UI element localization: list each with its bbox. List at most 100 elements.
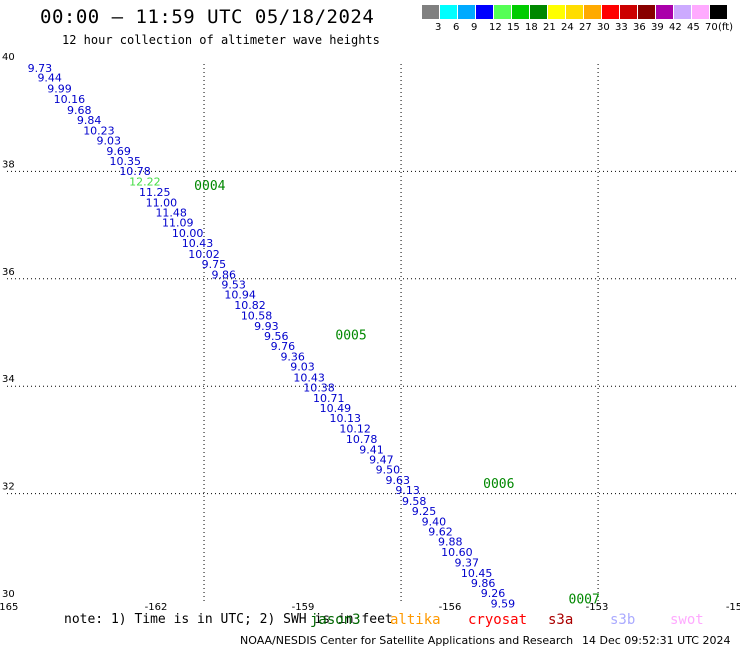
wave-height-label: 10.35 bbox=[109, 155, 141, 168]
color-scale-swatch bbox=[566, 5, 583, 19]
color-scale-swatch bbox=[692, 5, 709, 19]
wave-height-label: 11.00 bbox=[146, 196, 178, 209]
wave-height-label: 9.86 bbox=[471, 577, 496, 590]
y-tick-label: 34 bbox=[2, 374, 15, 385]
wave-height-label: 9.03 bbox=[97, 135, 122, 148]
color-scale-label: 33 bbox=[615, 22, 628, 33]
color-scale-label: 12 bbox=[489, 22, 502, 33]
y-tick-label: 32 bbox=[2, 482, 15, 493]
wave-height-label: 11.09 bbox=[162, 217, 194, 230]
wave-height-label: 9.58 bbox=[402, 495, 427, 508]
wave-height-label: 10.49 bbox=[320, 402, 352, 415]
x-tick-label: -153 bbox=[586, 602, 609, 613]
color-scale-label: 9 bbox=[471, 22, 478, 33]
color-scale-label: 42 bbox=[669, 22, 682, 33]
color-scale-swatch bbox=[458, 5, 475, 19]
wave-height-label: 9.68 bbox=[67, 104, 92, 117]
wave-height-label: 11.25 bbox=[139, 186, 171, 199]
wave-height-label: 9.86 bbox=[211, 268, 236, 281]
wave-height-label: 12.22 bbox=[129, 175, 161, 188]
color-scale-swatch bbox=[674, 5, 691, 19]
generated-timestamp: 14 Dec 09:52:31 UTC 2024 bbox=[582, 634, 731, 647]
color-scale-swatch bbox=[710, 5, 727, 19]
wave-height-label: 9.50 bbox=[376, 464, 401, 477]
chart-title: 00:00 – 11:59 UTC 05/18/2024 bbox=[40, 6, 375, 28]
color-scale-swatch bbox=[656, 5, 673, 19]
y-tick-label: 30 bbox=[2, 589, 15, 600]
wave-height-label: 9.36 bbox=[280, 350, 305, 363]
wave-height-label: 9.76 bbox=[271, 340, 296, 353]
wave-height-label: 9.40 bbox=[422, 515, 447, 528]
pass-time-label: 0005 bbox=[335, 328, 366, 343]
satellite-legend-item: s3b bbox=[610, 612, 636, 628]
color-scale-label: 21 bbox=[543, 22, 556, 33]
wave-height-label: 9.93 bbox=[254, 320, 279, 333]
color-scale-swatch bbox=[422, 5, 439, 19]
x-tick-label: -15 bbox=[726, 602, 740, 613]
color-scale-label: 45 bbox=[687, 22, 700, 33]
wave-height-label: 9.69 bbox=[106, 145, 131, 158]
satellite-legend-item: altika bbox=[390, 612, 441, 628]
color-scale-swatch bbox=[530, 5, 547, 19]
color-scale-label: 24 bbox=[561, 22, 574, 33]
color-scale-swatch bbox=[440, 5, 457, 19]
wave-height-label: 10.71 bbox=[313, 392, 345, 405]
wave-height-label: 9.03 bbox=[290, 361, 315, 374]
color-scale-label: 36 bbox=[633, 22, 646, 33]
pass-time-label: 0007 bbox=[569, 593, 600, 608]
wave-height-label: 10.13 bbox=[329, 412, 361, 425]
wave-height-label: 10.78 bbox=[119, 165, 151, 178]
wave-height-label: 10.00 bbox=[172, 227, 204, 240]
satellite-legend-item: s3a bbox=[548, 612, 574, 628]
y-tick-label: 38 bbox=[2, 159, 15, 170]
wave-height-label: 9.26 bbox=[481, 587, 506, 600]
color-scale-swatch bbox=[512, 5, 529, 19]
wave-height-label: 9.75 bbox=[202, 258, 227, 271]
color-scale-label: 3 bbox=[435, 22, 442, 33]
wave-height-label: 9.63 bbox=[386, 474, 411, 487]
color-scale-swatch bbox=[638, 5, 655, 19]
x-tick-label: -156 bbox=[439, 602, 462, 613]
color-scale-swatch bbox=[494, 5, 511, 19]
wave-height-label: 10.16 bbox=[54, 93, 86, 106]
wave-height-label: 10.38 bbox=[303, 382, 335, 395]
color-scale-swatch bbox=[620, 5, 637, 19]
wave-height-label: 9.99 bbox=[47, 82, 72, 95]
wave-height-label: 9.41 bbox=[359, 443, 384, 456]
wave-height-label: 9.59 bbox=[491, 597, 516, 610]
satellite-legend-item: cryosat bbox=[468, 612, 528, 628]
wave-height-label: 9.84 bbox=[77, 114, 102, 127]
pass-time-label: 0006 bbox=[483, 477, 514, 492]
wave-height-label: 9.53 bbox=[221, 278, 246, 291]
wave-height-label: 11.48 bbox=[155, 207, 187, 220]
wave-height-label: 9.88 bbox=[438, 536, 463, 549]
wave-height-label: 10.12 bbox=[339, 422, 371, 435]
color-scale-label: 30 bbox=[597, 22, 610, 33]
color-scale-label: 39 bbox=[651, 22, 664, 33]
y-tick-label: 36 bbox=[2, 267, 15, 278]
credit-text: NOAA/NESDIS Center for Satellite Applica… bbox=[240, 634, 574, 647]
y-tick-label: 40 bbox=[2, 52, 15, 63]
color-scale-label: 18 bbox=[525, 22, 538, 33]
footer-note: note: 1) Time is in UTC; 2) SWH is in fe… bbox=[64, 612, 393, 627]
wave-height-label: 10.78 bbox=[346, 433, 378, 446]
color-scale-label: 6 bbox=[453, 22, 460, 33]
color-scale-swatch bbox=[584, 5, 601, 19]
wave-height-label: 10.82 bbox=[234, 299, 266, 312]
wave-height-label: 9.47 bbox=[369, 454, 394, 467]
color-scale-label: 27 bbox=[579, 22, 592, 33]
satellite-legend-item: swot bbox=[670, 612, 704, 628]
color-scale-label: 70 bbox=[705, 22, 718, 33]
color-scale-unit: (ft) bbox=[718, 22, 734, 33]
wave-height-label: 10.94 bbox=[224, 289, 256, 302]
wave-height-label: 10.02 bbox=[188, 248, 220, 261]
wave-height-label: 9.44 bbox=[37, 72, 62, 85]
wave-height-label: 9.62 bbox=[428, 525, 453, 538]
wave-height-label: 9.25 bbox=[412, 505, 437, 518]
wave-height-label: 9.13 bbox=[395, 484, 420, 497]
chart-subtitle: 12 hour collection of altimeter wave hei… bbox=[62, 33, 380, 47]
color-scale-label: 15 bbox=[507, 22, 520, 33]
satellite-legend-item: jason3 bbox=[310, 612, 361, 628]
